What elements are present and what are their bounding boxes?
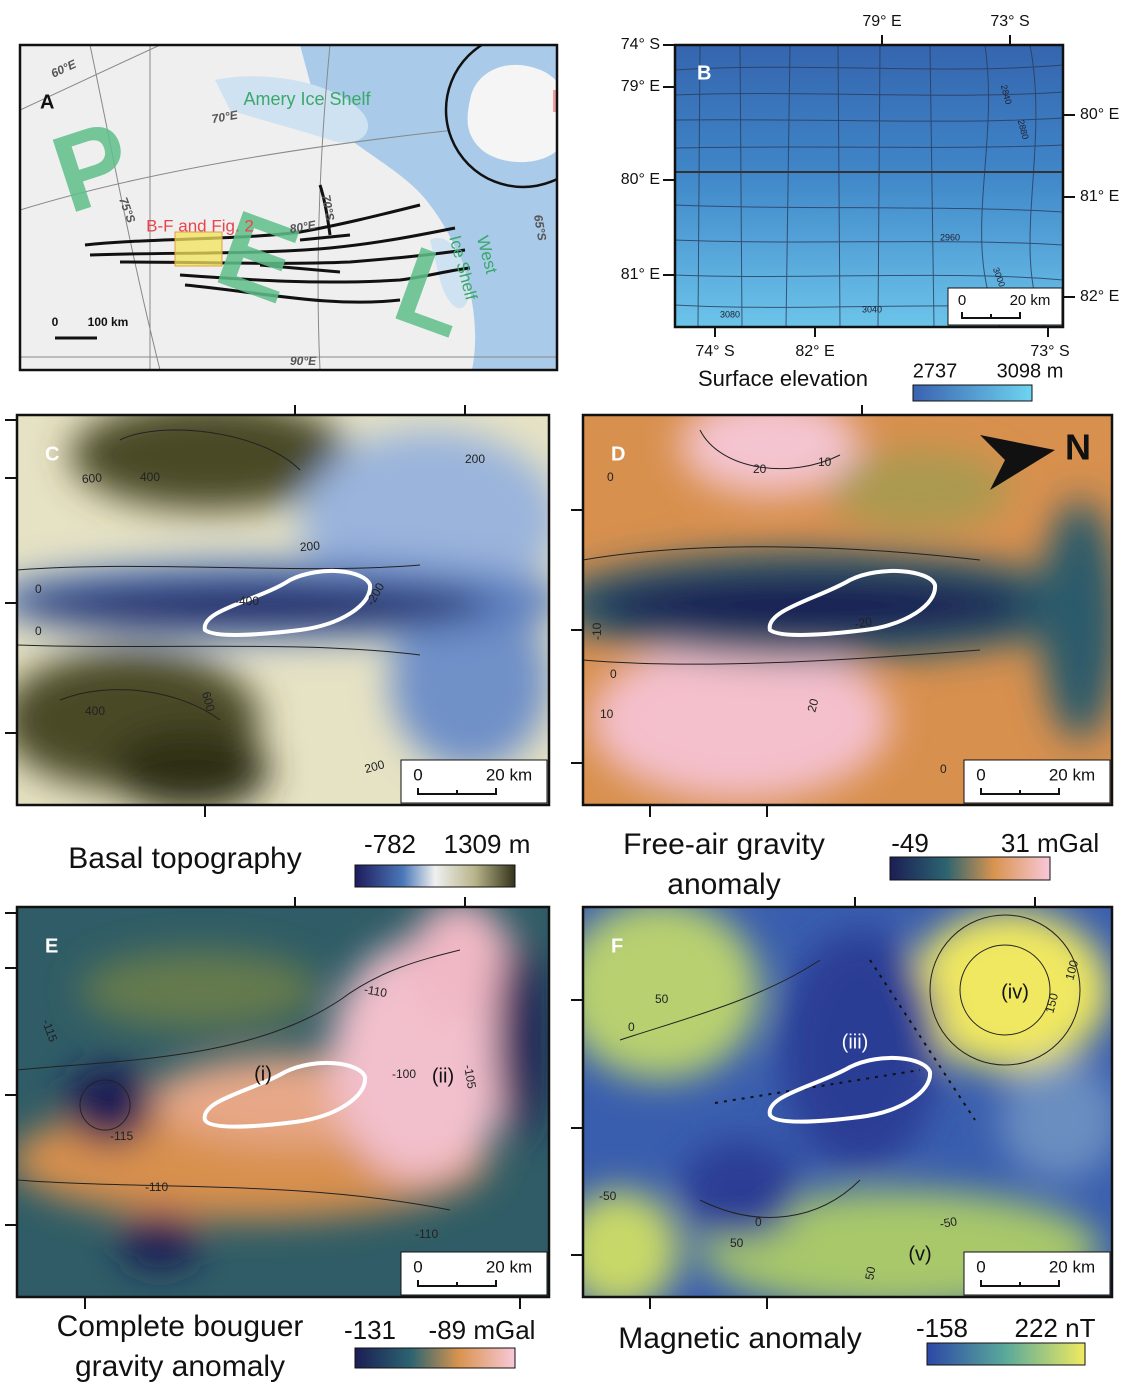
tick-label: 82° E (1080, 288, 1119, 305)
contour-label: 50 (862, 1265, 878, 1281)
scale-label: 20 km (1010, 292, 1051, 309)
annotation: (i) (254, 1063, 272, 1085)
colorbar (890, 857, 1050, 880)
colorbar-max: 1309 m (444, 829, 531, 859)
contour-label: -10 (590, 622, 604, 640)
colorbar-title: gravity anomaly (75, 1350, 285, 1383)
scale-label: 20 km (1049, 765, 1095, 784)
scale-label: 0 (413, 1257, 422, 1276)
scale-label: 20 km (486, 1257, 532, 1276)
annotation: (iii) (842, 1031, 869, 1053)
colorbar (355, 1348, 515, 1368)
panel-label: A (40, 91, 54, 113)
north-arrow-label: N (1065, 427, 1091, 468)
scale-label: 20 km (1049, 1257, 1095, 1276)
tick-label: 74° S (621, 36, 660, 53)
contour-label: 0 (940, 762, 947, 776)
tick-label: 82° E (795, 343, 834, 360)
annotation: (iv) (1001, 981, 1029, 1003)
contour-label: -115 (110, 1129, 133, 1143)
contour-label: 50 (730, 1236, 744, 1250)
tick-label: 73° S (1030, 343, 1069, 360)
tick-label: 73° S (990, 13, 1029, 30)
colorbar-title: Magnetic anomaly (618, 1322, 861, 1355)
scale-label: 100 km (88, 315, 129, 329)
tick-label: 81° E (621, 266, 660, 283)
contour-label: 2960 (940, 232, 960, 242)
tick-label: 80° E (1080, 106, 1119, 123)
contour-label: 50 (655, 992, 669, 1006)
contour-label: 3040 (862, 304, 882, 314)
contour-label: 20 (753, 462, 767, 476)
tick-label: 79° E (621, 78, 660, 95)
contour-label: 400 (85, 704, 105, 718)
colorbar-title: anomaly (667, 868, 780, 901)
panel-label: B (697, 62, 711, 84)
contour-label: -110 (145, 1180, 168, 1194)
colorbar-title: Free-air gravity (623, 828, 825, 861)
colorbar-min: -158 (916, 1313, 968, 1343)
annotation: (v) (908, 1243, 931, 1265)
scale-label: 0 (413, 765, 422, 784)
colorbar (913, 385, 1032, 401)
tick-label: 81° E (1080, 188, 1119, 205)
panel-label: D (611, 443, 625, 465)
colorbar-max: 3098 m (997, 360, 1064, 382)
colorbar (355, 865, 515, 887)
panel-label: C (45, 443, 59, 465)
colorbar-max: 31 mGal (1001, 828, 1099, 858)
figure: PELA60°E70°E75°S70°S80°E65°S90°EAmery Ic… (0, 0, 1129, 1383)
panel-label: E (45, 935, 58, 957)
scale-label: 20 km (486, 765, 532, 784)
colorbar-title: Surface elevation (698, 366, 868, 391)
colorbar-min: 2737 (913, 360, 958, 382)
contour-label: 200 (299, 538, 320, 554)
contour-label: -50 (599, 1189, 617, 1203)
colorbar-max: 222 nT (1015, 1313, 1096, 1343)
tick-label: 80° E (621, 171, 660, 188)
contour-label: -110 (415, 1227, 438, 1241)
colorbar-min: -49 (891, 828, 929, 858)
contour-label: 10 (818, 455, 832, 469)
graticule-label: 90°E (290, 354, 317, 368)
tick-label: 74° S (695, 343, 734, 360)
contour-label: 400 (140, 470, 160, 484)
contour-label: 0 (35, 624, 42, 638)
scale-label: 0 (52, 315, 59, 329)
free-air-gravity-map (550, 395, 1120, 805)
contour-label: 0 (607, 470, 614, 484)
colorbar (927, 1343, 1085, 1365)
study-area-label: B-F and Fig. 2 (146, 216, 254, 235)
tick-label: 79° E (862, 13, 901, 30)
colorbar-title: Basal topography (68, 842, 302, 875)
magnetic-map (560, 900, 1120, 1310)
contour-label: -100 (392, 1067, 416, 1081)
colorbar-min: -131 (344, 1315, 396, 1345)
contour-label: 10 (600, 707, 614, 721)
colorbar-title: Complete bouguer (57, 1310, 304, 1343)
scale-label: 0 (976, 1257, 985, 1276)
contour-label: 0 (755, 1215, 762, 1229)
scale-label: 0 (976, 765, 985, 784)
bouguer-gravity-map (10, 900, 549, 1297)
contour-label: 200 (465, 452, 485, 466)
contour-label: -400 (235, 594, 259, 608)
contour-label: 0 (628, 1020, 635, 1034)
colorbar-max: -89 mGal (429, 1315, 536, 1345)
contour-label: 0 (610, 667, 617, 681)
panel-label: F (611, 935, 623, 957)
contour-label: 600 (81, 470, 102, 486)
place-name: Amery Ice Shelf (243, 89, 371, 109)
colorbar-min: -782 (364, 829, 416, 859)
scale-label: 0 (958, 292, 966, 309)
contour-label: 0 (35, 582, 42, 596)
annotation: (ii) (432, 1065, 454, 1087)
contour-label: 3080 (720, 309, 740, 319)
